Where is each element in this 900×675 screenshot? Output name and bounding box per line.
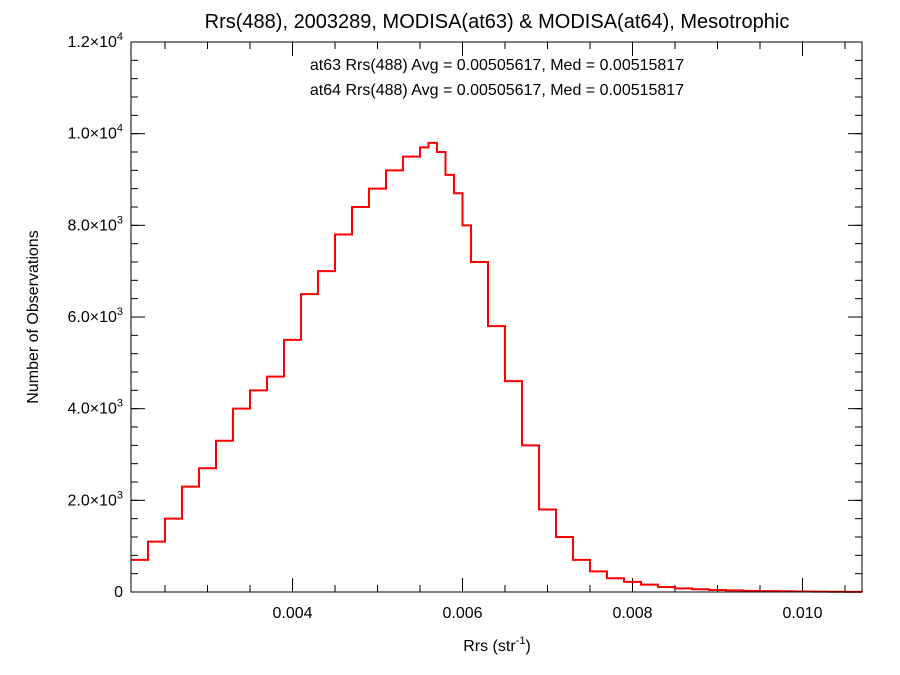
series-layer (130, 141, 863, 593)
y-tick-label: 8.0×103 (67, 214, 123, 234)
series-line-0 (131, 141, 863, 593)
x-tick-label: 0.006 (442, 605, 482, 622)
y-tick-label: 1.2×104 (67, 31, 123, 51)
y-axis-ticks: 0 2.0×103 4.0×103 6.0×103 8.0×103 1.0×104 1.2×… (67, 31, 862, 601)
y-tick-label: 2.0×103 (67, 489, 123, 509)
annotation-at63: at63 Rrs(488) Avg = 0.00505617, Med = 0.… (310, 57, 684, 74)
y-tick-label: 0 (114, 584, 123, 601)
x-tick-label: 0.008 (612, 605, 652, 622)
chart-title: Rrs(488), 2003289, MODISA(at63) & MODISA… (205, 11, 790, 33)
y-tick-label: 4.0×103 (67, 398, 123, 418)
x-tick-label: 0.010 (782, 605, 822, 622)
x-tick-label: 0.004 (272, 605, 312, 622)
plot-frame (130, 41, 863, 593)
y-tick-label: 1.0×104 (67, 123, 123, 143)
y-axis-label: Number of Observations (25, 230, 42, 403)
x-axis-ticks: 0.004 0.006 0.008 0.010 (164, 42, 846, 622)
annotation-at64: at64 Rrs(488) Avg = 0.00505617, Med = 0.… (310, 82, 684, 99)
x-axis-label: Rrs (str-1) (463, 635, 531, 655)
y-tick-label: 6.0×103 (67, 306, 123, 326)
